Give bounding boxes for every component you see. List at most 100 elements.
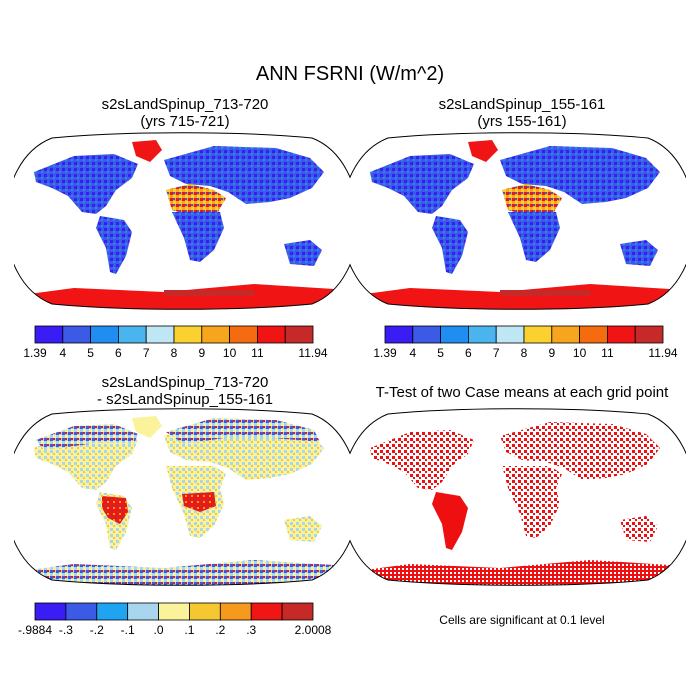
colorbar-1-swatch-6	[201, 325, 231, 344]
colorbar-2-label-9: 11.94	[648, 346, 677, 360]
map-1-outline	[14, 132, 350, 310]
map-panel-2	[350, 132, 686, 310]
map-1-north-america	[34, 154, 138, 214]
map-2-antarctica-edge	[500, 290, 590, 296]
panel-1-title-line1: s2sLandSpinup_713-720	[101, 96, 269, 113]
map-1-sahara	[166, 184, 226, 216]
colorbar-3-swatch-7	[250, 602, 283, 621]
colorbar-3-swatch-6	[219, 602, 252, 621]
colorbar-2-label-8: 11	[601, 346, 614, 360]
colorbar-2-swatch-2	[440, 325, 469, 344]
colorbar-1-swatch-2	[90, 325, 119, 344]
map-3-central-africa	[182, 492, 216, 512]
colorbar-1-label-1: 4	[59, 346, 66, 360]
colorbar-3-label-7: .3	[246, 623, 256, 637]
map-1-australia	[284, 240, 322, 266]
colorbar-1-swatch-7	[229, 325, 258, 344]
map-2-north-america	[370, 154, 474, 214]
map-2-outline	[350, 132, 686, 310]
map-1-africa	[172, 212, 224, 262]
map-4-south-america	[432, 492, 468, 550]
colorbar-2-label-1: 4	[409, 346, 416, 360]
figure-title: ANN FSRNI (W/m^2)	[255, 63, 445, 85]
colorbar-3-label-0: -.9884	[18, 623, 52, 637]
map-3-eurasia-band	[166, 418, 320, 444]
colorbar-2-swatch-1	[412, 325, 441, 344]
colorbar-3-label-1: -.3	[59, 623, 73, 637]
map-4-antarctica	[350, 560, 686, 586]
map-panel-1	[14, 132, 350, 310]
map-1-antarctica-edge	[164, 290, 254, 296]
map-panel-4	[350, 408, 686, 586]
panel-3-title-line1: s2sLandSpinup_713-720	[101, 374, 269, 391]
panel-1-title-line2: (yrs 715-721)	[140, 113, 230, 130]
colorbar-1-swatch-4	[145, 325, 175, 344]
panel-3-title: s2sLandSpinup_713-720 - s2sLandSpinup_15…	[25, 374, 345, 408]
colorbar-panel-2: 1.39 4 5 6 7 8 9 10 11 11.94	[373, 325, 678, 360]
colorbar-3-swatch-0	[34, 602, 67, 621]
colorbar-1-swatch-9	[284, 325, 314, 344]
map-4-africa	[502, 466, 562, 538]
colorbar-1-swatch-1	[62, 325, 91, 344]
map-panel-3	[14, 408, 350, 586]
colorbar-3-label-3: -.1	[121, 623, 135, 637]
colorbar-3-label-5: .1	[184, 623, 194, 637]
panel-2-title-line1: s2sLandSpinup_155-161	[438, 96, 606, 113]
map-2-australia	[620, 240, 658, 266]
panel-4-title-line1: T-Test of two Case means at each grid po…	[375, 384, 669, 401]
map-4-eurasia	[500, 422, 660, 480]
colorbar-1-label-5: 8	[171, 346, 178, 360]
map-2-africa	[508, 212, 560, 262]
colorbar-1-label-9: 11.94	[298, 346, 327, 360]
map-1-antarctica	[14, 284, 350, 310]
colorbar-1-swatch-0	[34, 325, 64, 344]
colorbar-1-label-6: 9	[198, 346, 205, 360]
significance-note: Cells are significant at 0.1 level	[439, 613, 605, 627]
colorbar-2-swatch-3	[468, 325, 497, 344]
colorbar-2-label-7: 10	[573, 346, 587, 360]
panel-1-title: s2sLandSpinup_713-720 (yrs 715-721)	[25, 96, 345, 130]
colorbar-2-swatch-5	[523, 325, 553, 344]
colorbar-2-swatch-7	[579, 325, 608, 344]
map-2-south-america	[432, 216, 468, 274]
map-2-greenland	[468, 140, 498, 162]
map-1-south-america	[96, 216, 132, 274]
colorbar-2-label-0: 1.39	[373, 346, 397, 360]
colorbar-1-label-8: 11	[251, 346, 264, 360]
colorbar-panel-3: -.9884 -.3 -.2 -.1 .0 .1 .2 .3 2.0008	[18, 602, 332, 637]
map-2-antarctica	[350, 284, 686, 310]
colorbar-2-label-2: 5	[437, 346, 444, 360]
colorbar-3-label-6: .2	[215, 623, 225, 637]
colorbar-1-swatch-8	[256, 325, 286, 344]
map-1-eurasia	[164, 146, 324, 204]
colorbar-3-label-8: 2.0008	[295, 623, 332, 637]
colorbar-1-label-7: 10	[223, 346, 237, 360]
colorbar-3-swatch-1	[65, 602, 98, 621]
colorbar-3-swatch-3	[127, 602, 159, 621]
colorbar-1-label-3: 6	[115, 346, 122, 360]
colorbar-2-swatch-0	[384, 325, 414, 344]
panel-3-title-line2: - s2sLandSpinup_155-161	[97, 391, 273, 408]
map-3-greenland	[132, 416, 162, 438]
map-3-outline	[14, 408, 350, 586]
colorbar-3-label-4: .0	[154, 623, 164, 637]
colorbar-2-swatch-6	[551, 325, 581, 344]
map-2-sahara	[502, 184, 562, 216]
map-3-australia	[284, 516, 322, 542]
colorbar-3-swatch-2	[96, 602, 129, 621]
map-2-eurasia	[500, 146, 660, 204]
colorbar-1-label-2: 5	[87, 346, 94, 360]
colorbar-2-label-5: 8	[521, 346, 528, 360]
map-3-north-america-band	[36, 424, 138, 450]
map-4-australia	[620, 516, 658, 542]
map-3-amazon	[102, 496, 128, 524]
map-4-outline	[350, 408, 686, 586]
map-3-antarctica	[14, 560, 350, 586]
colorbar-2-swatch-9	[634, 325, 664, 344]
colorbar-2-label-4: 7	[493, 346, 500, 360]
colorbar-2-swatch-4	[495, 325, 525, 344]
colorbar-1-swatch-3	[118, 325, 147, 344]
colorbar-panel-1: 1.39 4 5 6 7 8 9 10 11 11.94	[23, 325, 328, 360]
colorbar-1-swatch-5	[173, 325, 203, 344]
map-1-greenland	[132, 140, 162, 162]
